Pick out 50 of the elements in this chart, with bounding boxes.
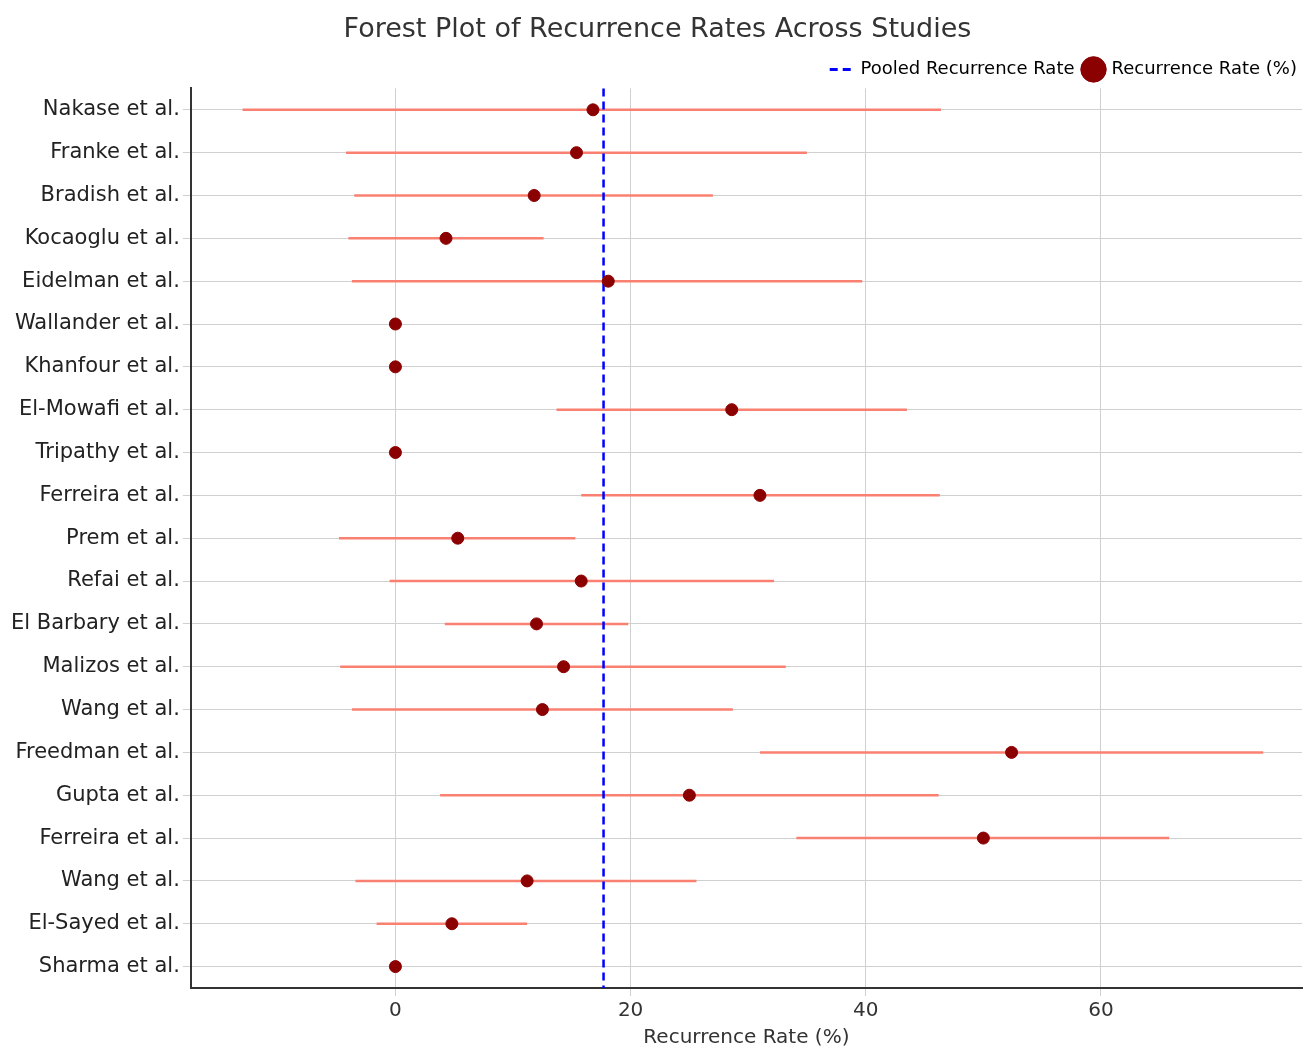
point: [439, 231, 453, 245]
point: [527, 189, 541, 202]
point: [753, 488, 767, 502]
x-tick-label: 0: [389, 997, 402, 1022]
y-tick-label: Ferreira et al.: [39, 481, 180, 506]
point: [601, 274, 615, 288]
point: [530, 617, 544, 631]
legend-label: Pooled Recurrence Rate: [860, 57, 1075, 79]
y-tick-label: El-Mowafi et al.: [19, 396, 180, 421]
y-tick-label: Bradish et al.: [40, 181, 180, 206]
point: [557, 660, 571, 674]
y-tick-label: Malizos et al.: [42, 653, 180, 678]
point: [520, 874, 534, 888]
point: [535, 703, 549, 717]
y-tick-label: Wang et al.: [61, 867, 180, 892]
y-tick-label: Refai et al.: [67, 567, 180, 592]
point: [570, 146, 584, 160]
point: [725, 403, 739, 417]
point: [388, 446, 402, 460]
y-tick-label: El-Sayed et al.: [28, 910, 180, 935]
point: [445, 917, 459, 931]
point: [976, 831, 990, 845]
y-tick-label: Prem et al.: [66, 524, 180, 549]
point: [388, 317, 402, 331]
y-tick-label: Wang et al.: [61, 696, 180, 721]
x-tick-label: 40: [853, 997, 879, 1022]
y-tick-label: Franke et al.: [50, 139, 180, 164]
point: [388, 360, 402, 374]
y-tick-label: Nakase et al.: [42, 96, 180, 121]
point: [586, 103, 600, 117]
y-tick-label: Freedman et al.: [15, 738, 180, 763]
y-tick-label: Gupta et al.: [55, 781, 180, 806]
point: [682, 788, 696, 802]
legend-label: Recurrence Rate (%): [1111, 57, 1297, 79]
x-axis-title: Recurrence Rate (%): [643, 1024, 850, 1049]
y-tick-label: Tripathy et al.: [34, 438, 180, 463]
point: [574, 574, 588, 588]
point: [451, 531, 465, 545]
y-tick-label: El Barbary et al.: [10, 610, 180, 635]
point: [1005, 745, 1019, 759]
point: [388, 960, 402, 974]
y-tick-label: Eidelman et al.: [22, 267, 180, 292]
y-tick-label: Kocaoglu et al.: [24, 224, 180, 249]
x-tick-label: 60: [1088, 997, 1114, 1022]
y-tick-label: Sharma et al.: [38, 953, 180, 978]
y-tick-label: Wallander et al.: [14, 310, 180, 335]
y-tick-label: Ferreira et al.: [39, 824, 180, 849]
chart-title: Forest Plot of Recurrence Rates Across Studies: [343, 12, 972, 44]
y-tick-label: Khanfour et al.: [24, 353, 180, 378]
x-tick-label: 20: [617, 997, 644, 1022]
